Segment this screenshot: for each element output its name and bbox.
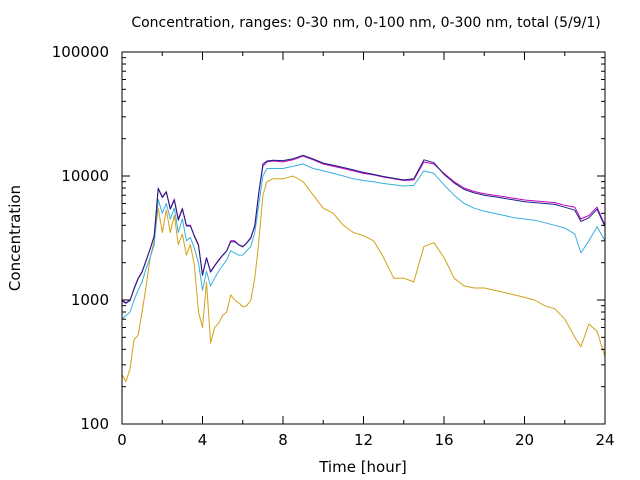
x-axis-label: Time [hour]: [318, 458, 407, 476]
x-tick-label: 4: [198, 431, 208, 449]
x-tick-label: 0: [117, 431, 127, 449]
series-line-3: [121, 154, 606, 304]
x-tick-label: 20: [515, 431, 534, 449]
tick-layer: 0 4 8 12 16 20 24 100 1000 10000 100000: [52, 43, 615, 449]
x-tick-label: 8: [278, 431, 288, 449]
y-tick-label: 1000: [71, 291, 109, 309]
y-tick-label: 100: [80, 415, 109, 433]
y-tick-label: 100000: [52, 43, 109, 61]
x-tick-label: 16: [434, 431, 453, 449]
series-line-2: [121, 155, 606, 304]
y-axis-label: Concentration: [6, 185, 24, 291]
x-tick-label: 12: [354, 431, 373, 449]
series-line-0: [121, 175, 606, 382]
chart-title: Concentration, ranges: 0-30 nm, 0-100 nm…: [131, 15, 600, 31]
series-layer: [121, 154, 606, 382]
x-tick-label: 24: [595, 431, 614, 449]
series-line-1: [121, 163, 606, 320]
y-tick-label: 10000: [61, 167, 109, 185]
plot-frame: [121, 51, 606, 425]
